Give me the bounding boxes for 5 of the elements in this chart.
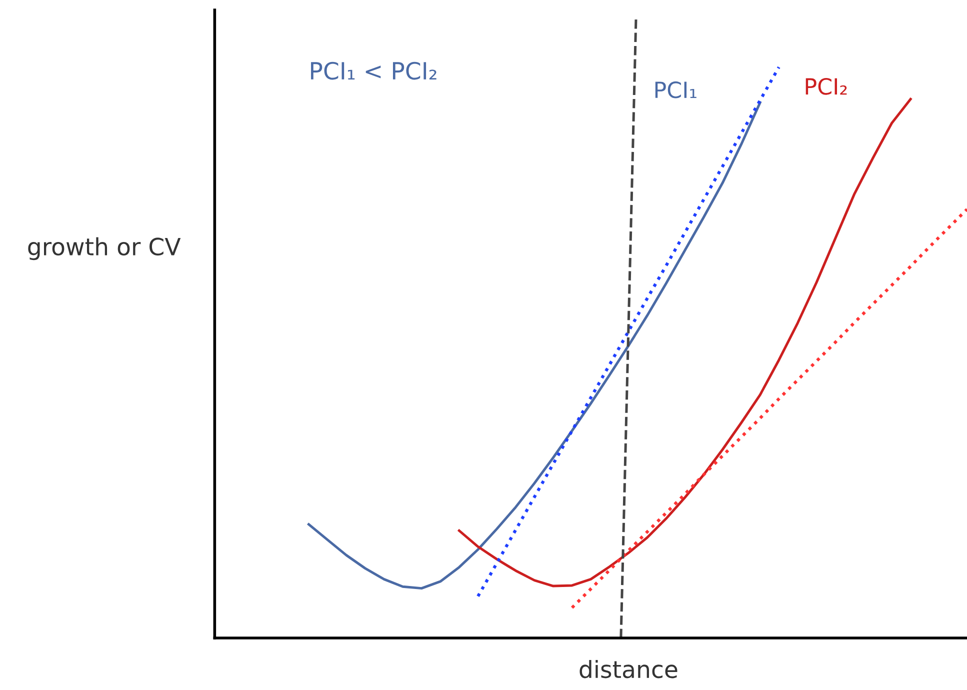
text: PCI₂ <box>806 78 847 95</box>
text: PCI₁ <box>655 81 696 98</box>
x-axis-title: distance <box>580 660 678 678</box>
annotation: PCI₁ < PCI₂ <box>311 62 436 80</box>
y-axis-title: growth or CV <box>28 237 181 260</box>
